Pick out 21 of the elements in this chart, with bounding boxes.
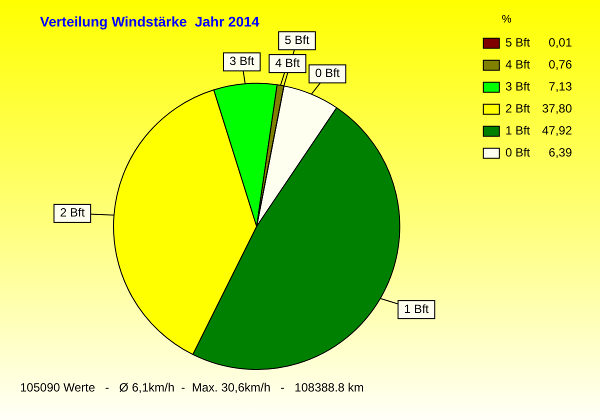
category-label: 4 Bft bbox=[505, 58, 530, 72]
slice-label: 5 Bft bbox=[284, 33, 310, 48]
legend-label: 0 Bft bbox=[505, 146, 531, 160]
legend-label: 4 Bft bbox=[275, 56, 300, 70]
slice-label: 3 Bft bbox=[229, 54, 255, 68]
slice-label: 0 Bft bbox=[315, 66, 340, 80]
text: 105090 Werte - Ø 6,1km/h - Max. 30,6km/h - 108388.8 km bbox=[20, 380, 364, 394]
legend-label: 2 Bft bbox=[505, 102, 531, 116]
legend-label: 1 Bft bbox=[505, 124, 531, 138]
data-label: 0,76 bbox=[548, 58, 572, 72]
legend-label: 3 Bft bbox=[505, 80, 531, 94]
slice-label: 1 Bft bbox=[404, 302, 430, 316]
data-label: 0,01 bbox=[548, 36, 572, 50]
data-label: 37,80 bbox=[542, 102, 572, 116]
data-label: 47,92 bbox=[542, 124, 572, 138]
data-label: 6,39 bbox=[548, 146, 572, 160]
data-label: 7,13 bbox=[548, 80, 572, 94]
slice-label: 2 Bft bbox=[60, 206, 86, 220]
chart-title: Verteilung Windstärke Jahr 2014 bbox=[40, 13, 260, 30]
legend-title: % bbox=[502, 14, 512, 26]
legend-label: 5 Bft bbox=[505, 36, 531, 50]
